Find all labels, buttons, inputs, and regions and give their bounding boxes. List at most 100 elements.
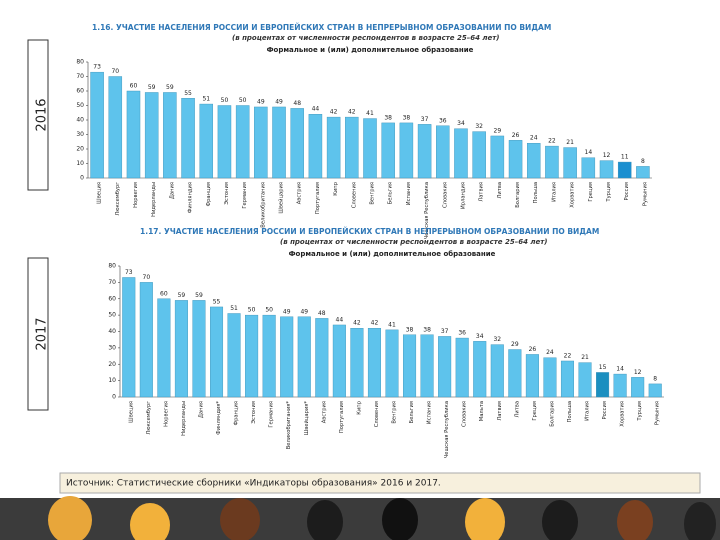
bar — [436, 125, 450, 179]
y-tick-label: 60 — [108, 295, 116, 302]
x-tick-label: Хорватия — [570, 182, 576, 208]
bar — [108, 76, 123, 179]
y-tick-label: 80 — [76, 59, 84, 66]
bar — [345, 116, 359, 179]
x-tick-label: Дания — [169, 182, 175, 199]
x-tick-label: Словения — [374, 401, 380, 427]
x-tick-label: Португалия — [339, 401, 345, 433]
value-label: 22 — [548, 138, 556, 145]
bar — [648, 383, 662, 398]
value-label: 34 — [457, 120, 465, 127]
value-label: 38 — [384, 114, 392, 121]
y-tick-label: 0 — [112, 394, 116, 401]
bar — [326, 116, 341, 179]
value-label: 49 — [283, 308, 291, 315]
x-tick-label: Словакия — [462, 401, 468, 427]
x-tick-label: Венгрия — [370, 182, 376, 205]
value-label: 38 — [423, 326, 431, 333]
x-tick-label: Турция — [637, 401, 643, 422]
chart-heading: Формальное и (или) дополнительное образо… — [267, 46, 474, 54]
chart-subtitle: (в процентах от численности респондентов… — [232, 34, 500, 42]
value-label: 29 — [511, 341, 519, 348]
x-tick-label: Бельгия — [388, 182, 394, 204]
bar — [199, 103, 214, 179]
value-label: 42 — [353, 320, 361, 327]
value-label: 15 — [599, 364, 607, 371]
value-label: 59 — [195, 292, 203, 299]
value-label: 42 — [330, 109, 338, 116]
x-tick-label: Ирландия — [460, 182, 466, 209]
bar — [332, 324, 346, 398]
y-tick-label: 10 — [108, 377, 116, 384]
value-label: 41 — [388, 321, 396, 328]
value-label: 48 — [318, 310, 326, 317]
bar — [578, 362, 592, 398]
bar — [473, 341, 487, 398]
value-label: 42 — [348, 109, 356, 116]
value-label: 48 — [293, 100, 301, 107]
x-tick-label: Швеция — [128, 401, 134, 423]
chart-subtitle: (в процентах от численности респондентов… — [280, 238, 548, 246]
value-label: 8 — [653, 375, 657, 382]
y-tick-label: 0 — [80, 175, 84, 182]
value-label: 38 — [403, 114, 411, 121]
source-box — [59, 472, 701, 494]
bar — [163, 92, 177, 179]
value-label: 55 — [213, 298, 221, 305]
bar — [613, 373, 627, 398]
value-label: 12 — [603, 152, 611, 159]
x-tick-label: Люксембург — [115, 182, 121, 216]
x-tick-label: Бельгия — [409, 401, 415, 423]
x-tick-label: Россия — [602, 401, 608, 420]
bar — [367, 328, 381, 398]
bar — [455, 337, 469, 398]
bar — [315, 318, 329, 398]
value-label: 38 — [406, 326, 414, 333]
value-label: 36 — [439, 117, 447, 124]
x-tick-label: Норвегия — [163, 401, 169, 427]
source: Источник: Статистические сборники «Индик… — [66, 479, 441, 489]
y-tick-label: 50 — [108, 312, 116, 319]
x-tick-label: Польша — [567, 401, 573, 422]
value-label: 49 — [257, 98, 265, 105]
x-tick-label: Австрия — [297, 182, 303, 204]
x-tick-label: Великобритания — [260, 182, 266, 228]
x-tick-label: Мальта — [479, 401, 485, 421]
value-label: 37 — [441, 328, 449, 335]
bar — [122, 277, 136, 398]
value-label: 24 — [546, 349, 554, 356]
bar — [560, 360, 575, 398]
bar — [399, 122, 414, 179]
value-label: 70 — [111, 68, 119, 75]
bar — [472, 131, 486, 179]
chart-heading: Формальное и (или) дополнительное образо… — [289, 250, 496, 258]
bar — [543, 357, 557, 398]
x-tick-label: Франция — [234, 401, 240, 425]
value-label: 24 — [530, 135, 538, 142]
x-tick-label: Великобритания* — [286, 401, 292, 450]
bar — [381, 122, 395, 179]
bar — [545, 145, 559, 179]
y-tick-label: 40 — [76, 117, 84, 124]
x-tick-label: Швейцария — [278, 182, 285, 214]
x-tick-label: Люксембург — [146, 401, 152, 435]
x-tick-label: Нидерланды — [151, 182, 157, 217]
bar — [209, 306, 224, 398]
x-tick-label: Латвия — [479, 182, 485, 202]
y-tick-label: 30 — [76, 131, 84, 138]
value-label: 21 — [566, 139, 574, 146]
x-tick-label: Финляндия* — [216, 401, 222, 435]
x-tick-label: Болгария — [515, 182, 521, 208]
y-tick-label: 40 — [108, 328, 116, 335]
value-label: 14 — [616, 366, 624, 373]
y-tick-label: 20 — [76, 146, 84, 153]
bar — [308, 113, 323, 179]
bar — [617, 161, 632, 179]
bar — [235, 105, 250, 179]
value-label: 44 — [312, 106, 320, 113]
x-tick-label: Кипр — [333, 181, 339, 195]
x-tick-label: Польша — [533, 182, 539, 203]
bar — [526, 142, 541, 179]
bar — [245, 314, 259, 398]
